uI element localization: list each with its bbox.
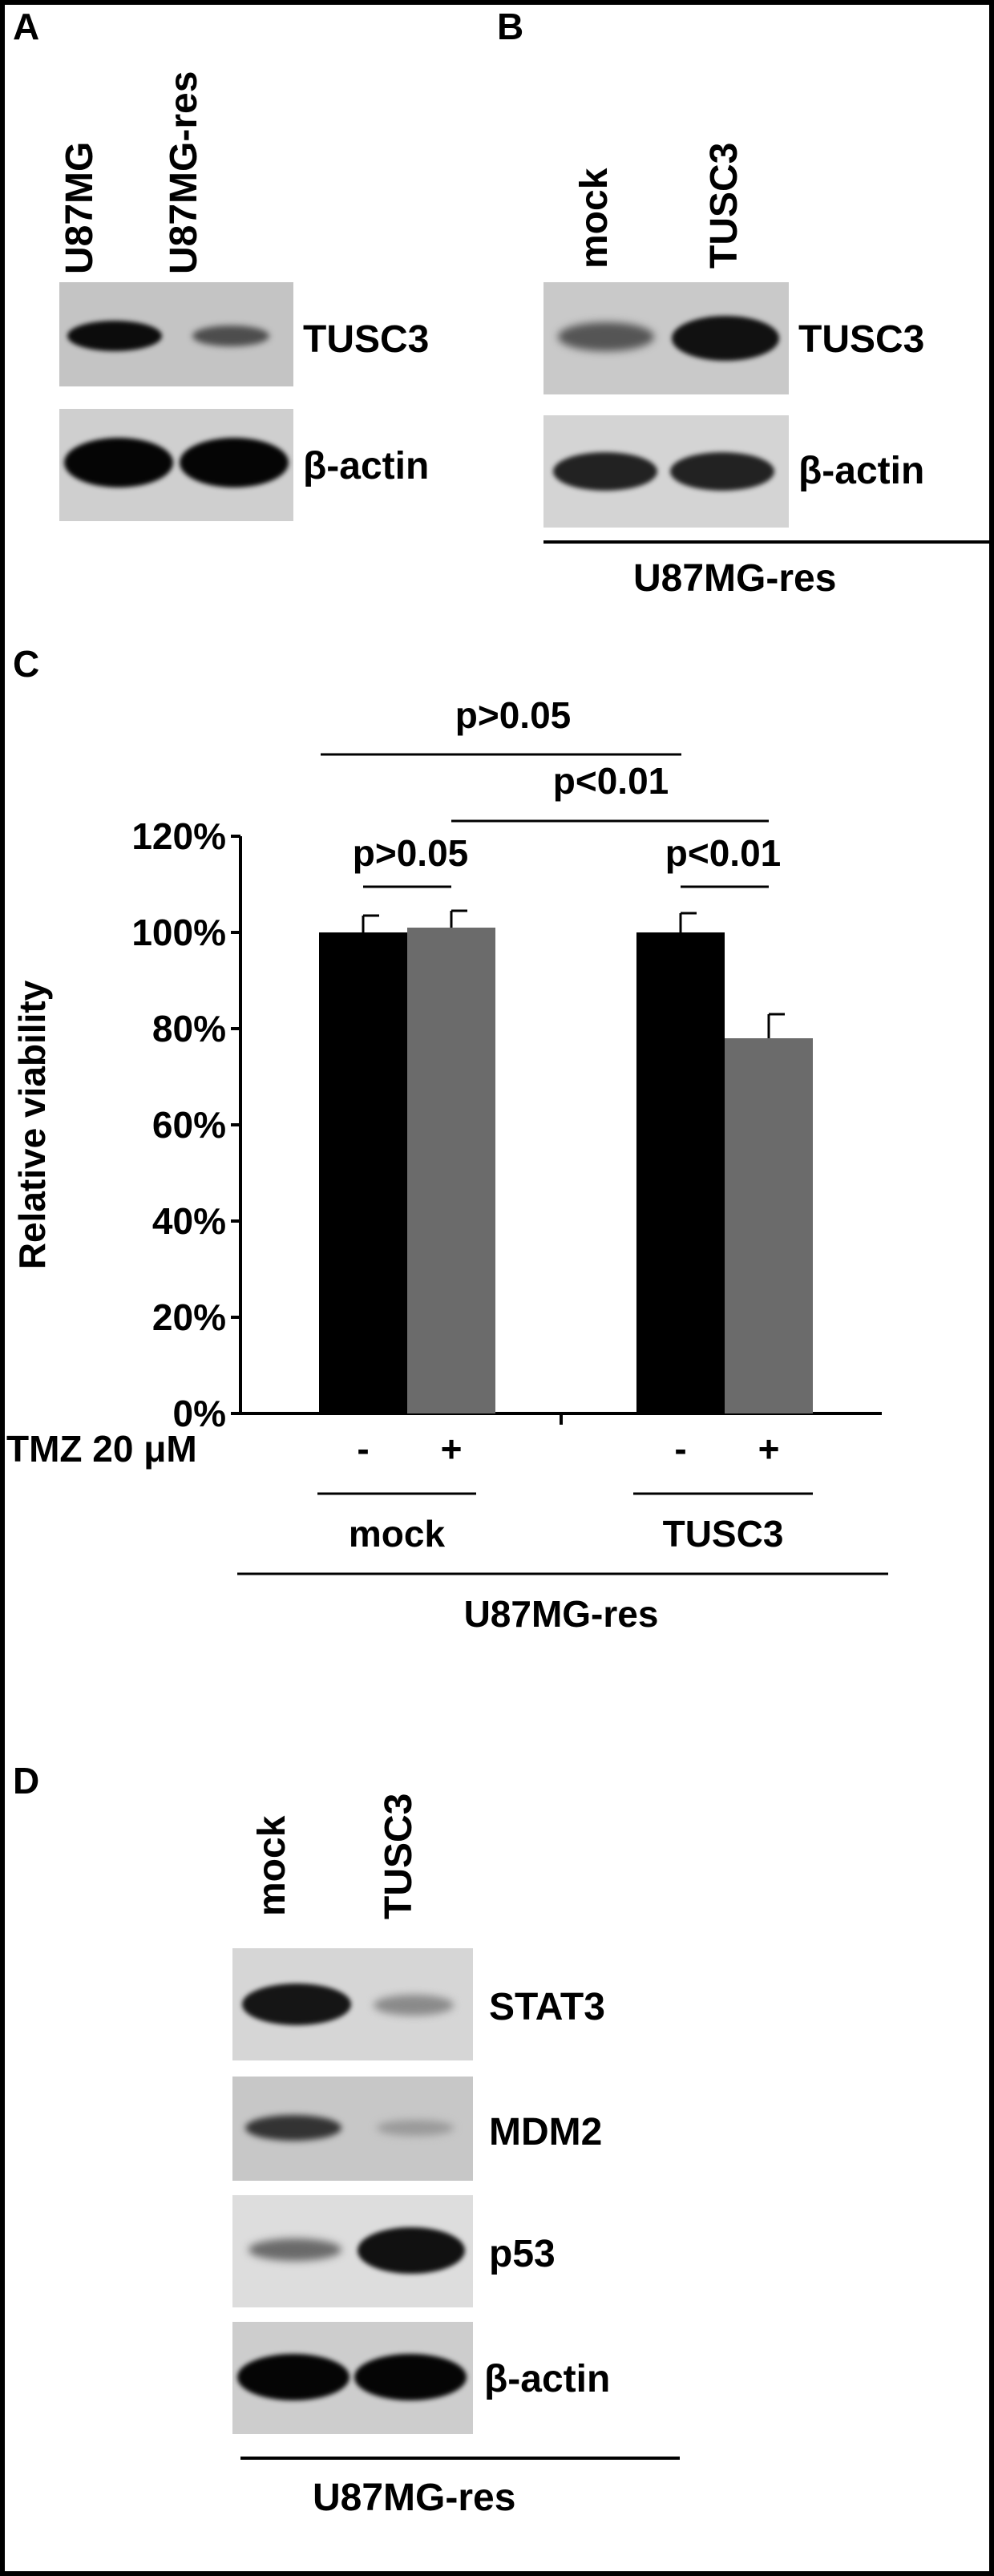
panel-letter-a: A — [13, 6, 40, 47]
y-tick-label: 60% — [152, 1104, 226, 1146]
row-label-p53: p53 — [489, 2233, 556, 2275]
group-caption: U87MG-res — [464, 1593, 659, 1635]
band — [67, 321, 162, 351]
band — [358, 2227, 465, 2274]
panel-letter-d: D — [13, 1760, 40, 1802]
tmz-sign: + — [758, 1428, 780, 1470]
band — [670, 452, 774, 491]
group-label-d: U87MG-res — [313, 2477, 516, 2519]
y-tick-label: 40% — [152, 1200, 226, 1242]
y-axis-label: Relative viability — [11, 980, 53, 1269]
band — [374, 1995, 454, 2016]
lane-label-u87mg-res: U87MG-res — [163, 71, 205, 274]
sig-label: p>0.05 — [455, 694, 572, 736]
panel-letter-b: B — [497, 6, 524, 47]
y-tick-label: 80% — [152, 1008, 226, 1049]
lane-label-mock: mock — [573, 168, 616, 269]
band — [354, 2354, 467, 2400]
group-rule-b — [543, 540, 989, 544]
band — [192, 326, 269, 346]
row-label-a-tusc3: TUSC3 — [303, 318, 430, 361]
lane-label-d-mock: mock — [251, 1815, 293, 1916]
band — [242, 1984, 351, 2025]
lane-label-u87mg: U87MG — [59, 141, 101, 274]
tmz-sign: - — [357, 1428, 369, 1470]
y-tick-label: 0% — [173, 1393, 226, 1434]
bar-mock-control — [319, 932, 407, 1413]
sig-label: p<0.01 — [665, 832, 782, 874]
panel-letter-c: C — [13, 643, 40, 685]
tmz-sign: - — [674, 1428, 686, 1470]
row-label-d-actin: β-actin — [484, 2358, 611, 2400]
row-label-stat3: STAT3 — [489, 1986, 605, 2028]
band — [237, 2354, 350, 2400]
blot-a-actin — [59, 409, 293, 521]
row-label-a-actin: β-actin — [303, 445, 430, 487]
band — [180, 438, 289, 487]
blot-d-mdm2 — [232, 2077, 473, 2181]
group-label-mock: mock — [349, 1513, 446, 1555]
band — [672, 316, 779, 361]
bar-tusc3-tmz — [725, 1038, 813, 1413]
band — [245, 2115, 341, 2141]
blot-d-p53 — [232, 2195, 473, 2307]
bar-mock-tmz — [407, 928, 495, 1413]
lane-label-tusc3: TUSC3 — [703, 142, 746, 269]
row-label-b-tusc3: TUSC3 — [798, 318, 925, 361]
blot-b-tusc3 — [543, 282, 789, 394]
band — [553, 452, 657, 491]
group-rule-d — [240, 2457, 680, 2460]
row-label-b-actin: β-actin — [798, 450, 925, 492]
lane-label-d-tusc3: TUSC3 — [378, 1793, 420, 1919]
sig-label: p<0.01 — [553, 760, 669, 802]
y-tick-label: 100% — [131, 912, 226, 953]
blot-d-actin — [232, 2322, 473, 2434]
sig-label: p>0.05 — [353, 832, 469, 874]
band — [64, 438, 173, 487]
treatment-label: TMZ 20 μM — [6, 1428, 197, 1470]
y-tick-label: 120% — [131, 815, 226, 857]
bar-tusc3-control — [636, 932, 725, 1413]
viability-chart: Relative viability 0% 20% 40% 60% 80% 100% 120… — [6, 694, 888, 1635]
row-label-mdm2: MDM2 — [489, 2111, 603, 2153]
group-label-b: U87MG-res — [633, 557, 837, 600]
blot-a-tusc3 — [59, 282, 293, 386]
band — [248, 2238, 341, 2261]
tmz-sign: + — [441, 1428, 463, 1470]
blot-b-actin — [543, 415, 789, 528]
group-label-tusc3: TUSC3 — [663, 1513, 784, 1555]
band — [377, 2120, 454, 2136]
blot-d-stat3 — [232, 1948, 473, 2060]
band — [558, 322, 654, 351]
y-tick-label: 20% — [152, 1296, 226, 1338]
